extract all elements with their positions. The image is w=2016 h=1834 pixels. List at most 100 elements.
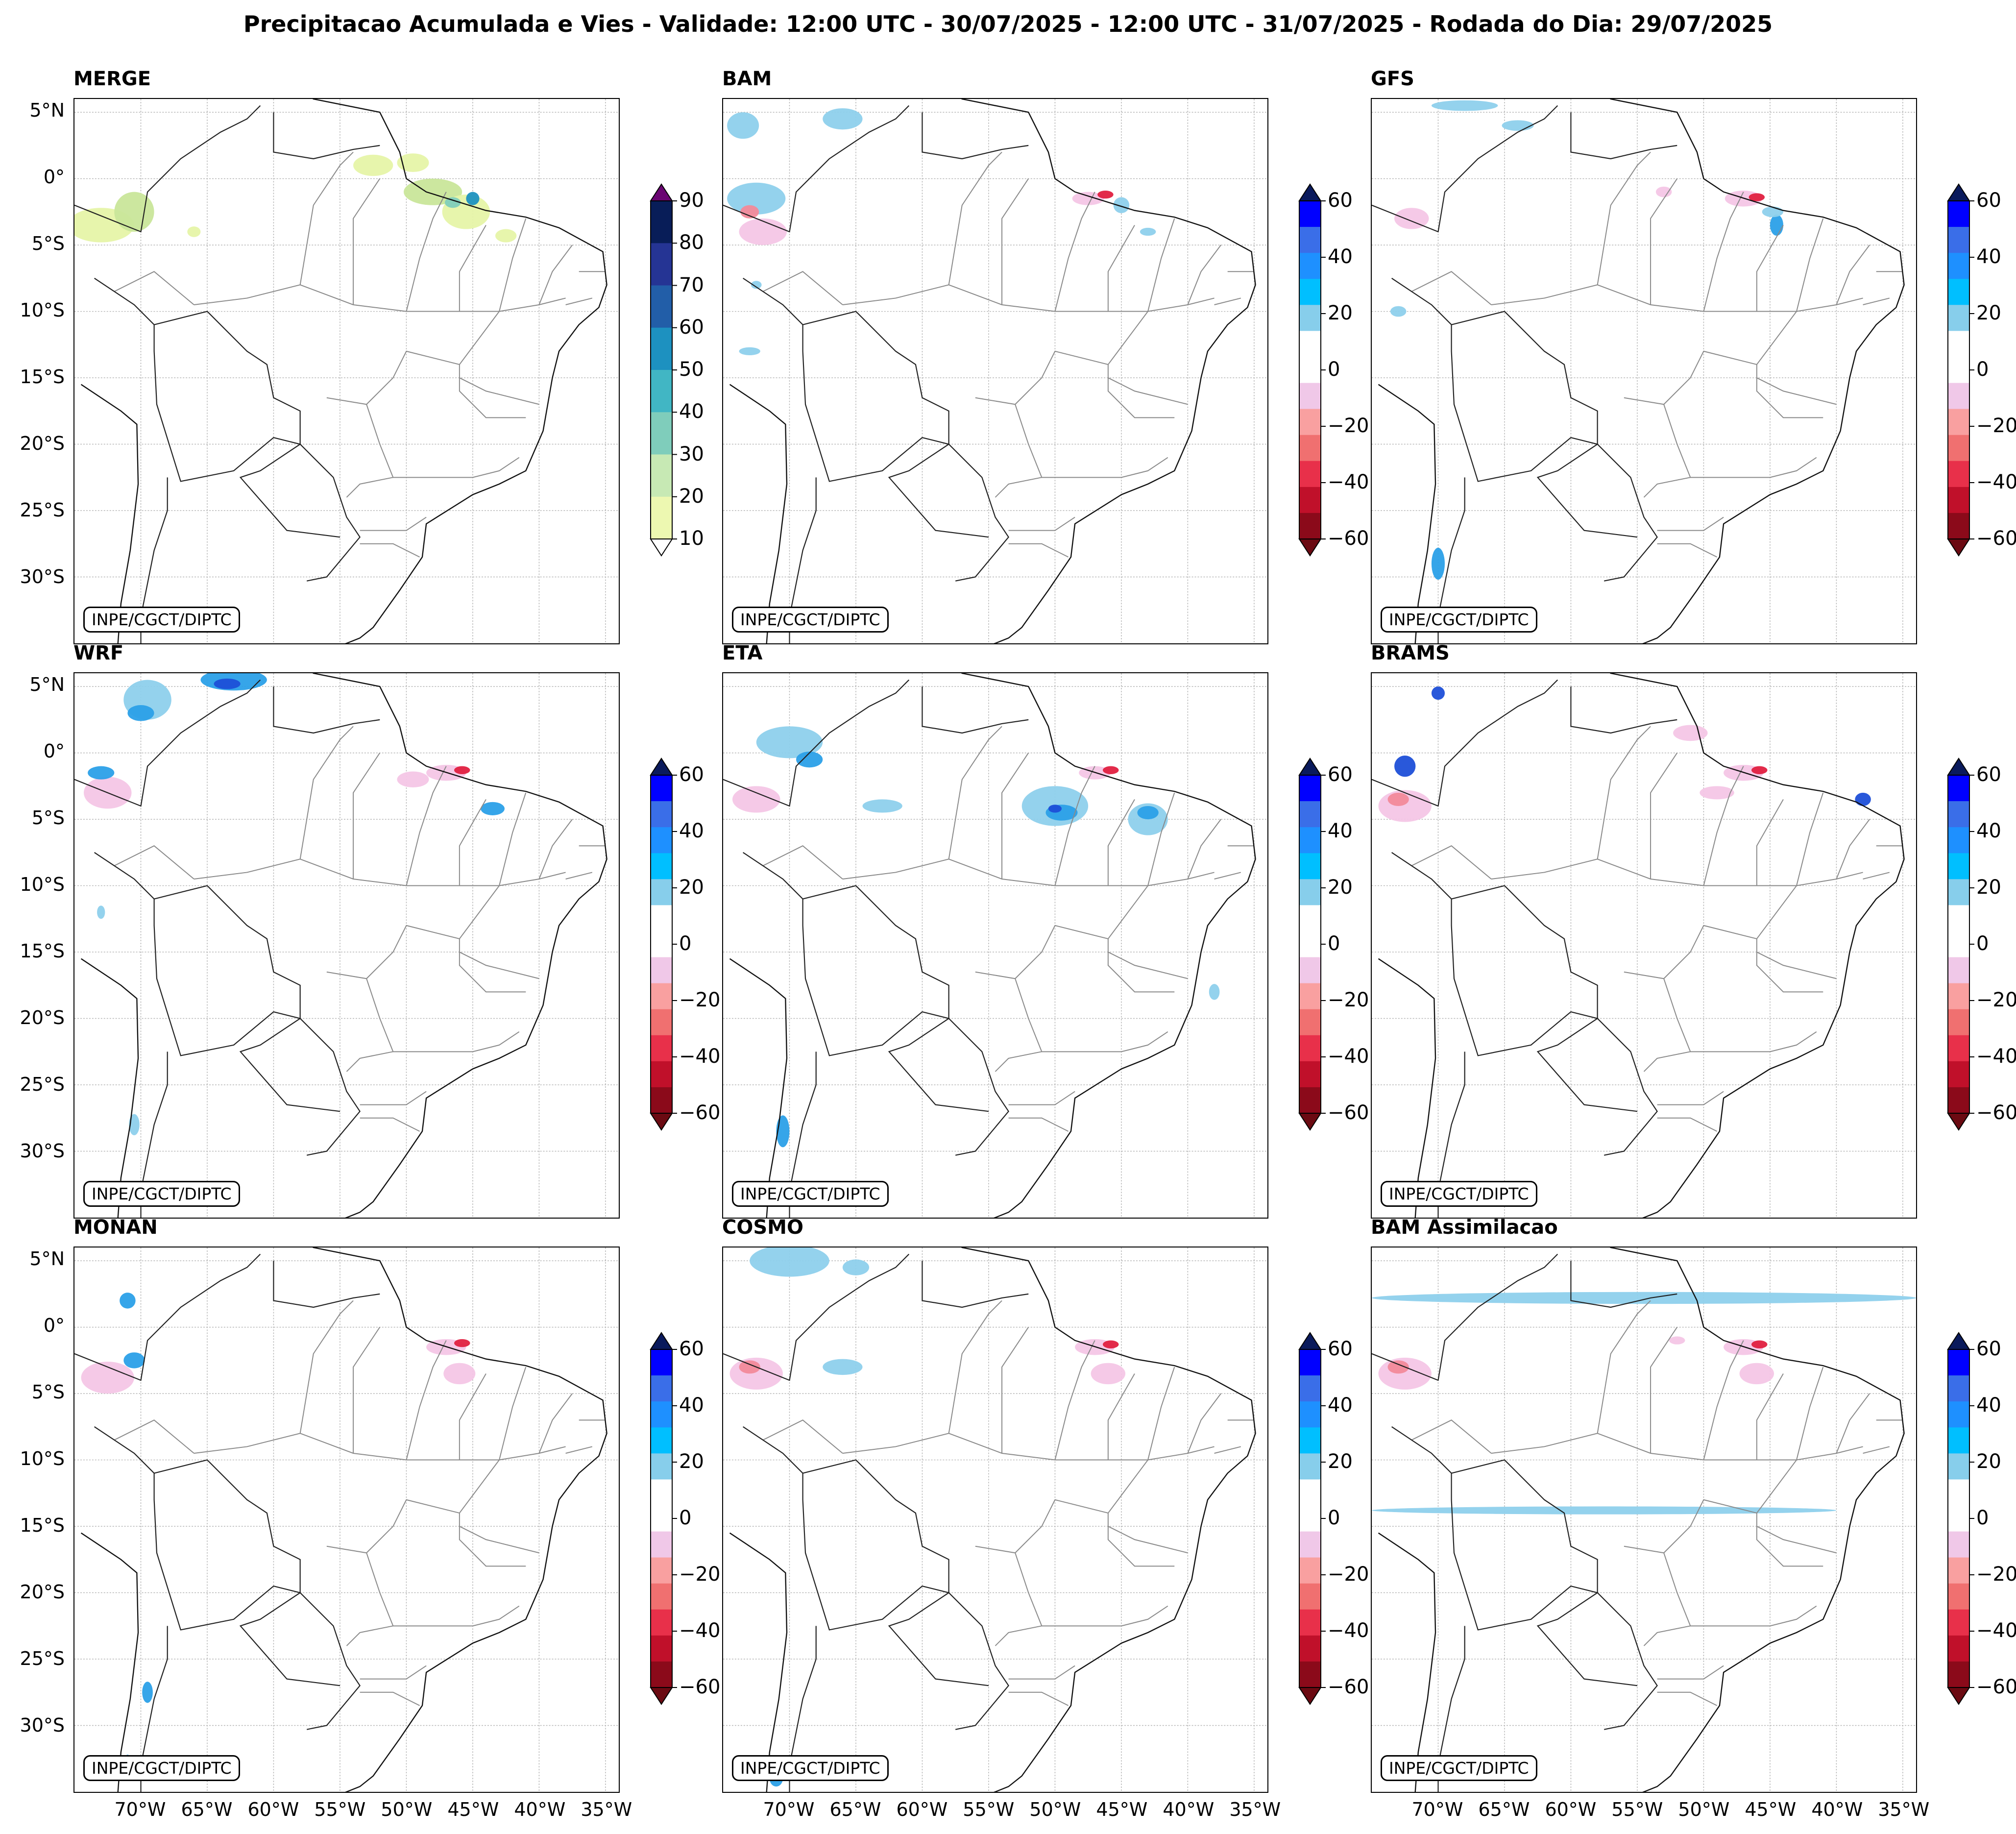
colorbar-tick-label: 60 (1976, 1338, 2001, 1360)
state-border (1657, 1091, 1724, 1105)
country-border (888, 1018, 989, 1112)
state-border (1836, 1393, 1870, 1454)
colorbar-tick-label: 40 (679, 400, 704, 423)
colorbar-segment (1948, 879, 1969, 905)
colorbar-segment (1299, 383, 1321, 410)
country-border (1391, 852, 1658, 1156)
lat-tick-label: 25°S (20, 1074, 65, 1096)
bias-colorbar: 60 40 20 0 −20 −40 −60 (1298, 1332, 1369, 1706)
colorbar-segment (651, 853, 672, 880)
lat-tick-label: 5°S (31, 807, 65, 829)
colorbar-tick-label: 40 (1976, 1394, 2001, 1417)
precip-field-patch (443, 1363, 476, 1385)
colorbar-segment (1948, 487, 1969, 514)
precip-field-patch (214, 678, 241, 689)
colorbar-segment (1948, 1035, 1969, 1062)
coastline (80, 958, 139, 1218)
bias-colorbar: 60 40 20 0 −20 −40 −60 (650, 758, 720, 1132)
lat-tick-label: 15°S (20, 1515, 65, 1537)
colorbar-segment (651, 496, 672, 539)
precip-field-patch (445, 197, 461, 208)
map-canvas (74, 99, 619, 643)
panel-title-gfs: GFS (1371, 68, 1414, 90)
colorbar-tick-label: 0 (1328, 932, 1340, 955)
colorbar-segment (651, 1349, 672, 1376)
state-border (1214, 872, 1241, 880)
state-border (1001, 753, 1029, 879)
colorbar-segment (1948, 827, 1969, 854)
lat-tick-label: 5°S (31, 1381, 65, 1403)
precip-field-patch (1387, 792, 1409, 806)
state-border (1756, 224, 1784, 312)
state-border (1863, 1446, 1890, 1454)
colorbar-extend-bottom (650, 1687, 673, 1705)
country-border (802, 324, 949, 482)
state-border (1147, 218, 1175, 312)
colorbar-segment (651, 879, 672, 905)
coastline (961, 673, 1256, 1218)
state-border (1008, 1091, 1075, 1105)
colorbar-extend-top (1298, 183, 1322, 201)
precip-field-patch (353, 154, 393, 176)
coastline (1609, 99, 1905, 643)
colorbar-segment (1948, 1557, 1969, 1584)
panel-title-merge: MERGE (73, 68, 151, 90)
map-canvas (723, 673, 1267, 1218)
lat-tick-label: 25°S (20, 1648, 65, 1670)
colorbar-segment (651, 1583, 672, 1610)
colorbar-segment (1299, 1453, 1321, 1480)
credit-box: INPE/CGCT/DIPTC (1381, 1755, 1537, 1781)
state-border (299, 151, 354, 285)
country-border (1536, 1592, 1638, 1687)
lon-tick-label: 40°W (1163, 1799, 1214, 1820)
credit-box: INPE/CGCT/DIPTC (83, 1181, 240, 1207)
colorbar-tick-label: 10 (679, 527, 704, 550)
colorbar-tick-label: 0 (1328, 358, 1340, 381)
map-frame: INPE/CGCT/DIPTC (722, 672, 1268, 1219)
colorbar-tick-label: −40 (1328, 1619, 1369, 1642)
state-border (114, 1419, 194, 1454)
state-border (1015, 404, 1168, 478)
lat-tick-label: 10°S (20, 874, 65, 896)
lon-tick-label: 60°W (247, 1799, 299, 1820)
colorbar-segment (1299, 279, 1321, 305)
precip-field-patch (862, 799, 902, 813)
precip-field-patch (1749, 193, 1765, 201)
state-border (1650, 1327, 1678, 1453)
colorbar-tick-label: −20 (679, 989, 721, 1011)
colorbar-segment (651, 1479, 672, 1506)
state-border (1756, 1373, 1784, 1460)
credit-box: INPE/CGCT/DIPTC (1381, 607, 1537, 633)
colorbar-segment (1299, 775, 1321, 802)
country-border (922, 112, 1029, 160)
colorbar-tick-label: −60 (1976, 1101, 2016, 1124)
colorbar-svg (1298, 1332, 1326, 1705)
lat-tick-label: 0° (43, 740, 65, 762)
state-border (565, 1446, 593, 1454)
colorbar-segment (1299, 957, 1321, 984)
map-frame: INPE/CGCT/DIPTC (73, 1247, 620, 1793)
colorbar-segment (1948, 461, 1969, 488)
precip-field-patch (1048, 805, 1062, 813)
colorbar-segment (1299, 1635, 1321, 1662)
precip-field-patch (740, 205, 759, 219)
state-border (948, 726, 1002, 859)
colorbar-tick-label: 0 (1328, 1507, 1340, 1529)
colorbar-tick-label: −60 (1328, 527, 1369, 550)
lon-tick-label: 45°W (1096, 1799, 1148, 1820)
state-border (1796, 218, 1824, 312)
state-border (1657, 1691, 1718, 1706)
colorbar-extend-top (1298, 758, 1322, 776)
colorbar-segment (1299, 435, 1321, 462)
colorbar-segment (1299, 931, 1321, 958)
precip-field-patch (495, 229, 517, 243)
state-border (1756, 1459, 1823, 1567)
colorbar-tick-label: 0 (1976, 1507, 1989, 1529)
colorbar-tick-label: −60 (1976, 527, 2016, 550)
state-border (1008, 543, 1069, 558)
colorbar-segment (1299, 853, 1321, 880)
colorbar-segment (651, 327, 672, 370)
precip-field-patch (739, 218, 787, 245)
colorbar-segment (1299, 1401, 1321, 1428)
precip-field-patch (1673, 725, 1708, 741)
